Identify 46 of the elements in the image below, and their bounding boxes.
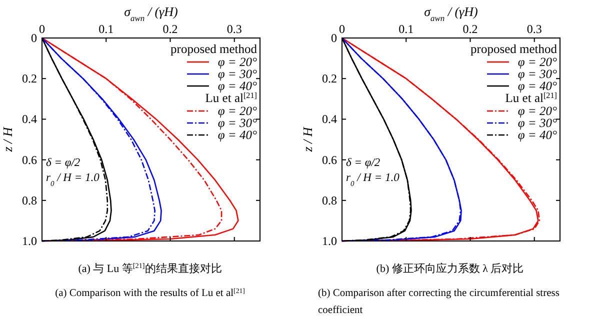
legend-label: φ = 20° xyxy=(218,104,257,118)
legend-label: φ = 40° xyxy=(518,79,557,93)
legend-title: proposed method xyxy=(170,42,258,56)
annotation: r$_{0}$ / H = 1.0 xyxy=(46,172,100,188)
legend-label: φ = 30° xyxy=(518,67,557,81)
y-tick-label: 1.0 xyxy=(322,234,337,248)
y-tick-label: 0.2 xyxy=(322,72,337,86)
annotation: r$_{0}$ / H = 1.0 xyxy=(346,172,400,188)
annotation: δ = φ/2 xyxy=(346,157,380,169)
y-tick-label: 0.4 xyxy=(22,112,37,126)
text: (a) Comparison with the results of Lu et al$^{[21]}$ xyxy=(55,288,245,299)
legend-label: φ = 30° xyxy=(518,116,557,130)
x-tick-label: 0.1 xyxy=(98,22,114,36)
legend-label: φ = 30° xyxy=(218,67,257,81)
y-tick-label: 0.2 xyxy=(22,72,37,86)
legend-label: φ = 20° xyxy=(518,104,557,118)
x-axis-title: σ$_{awn}$ / (γH) xyxy=(124,4,178,23)
x-tick-label: 0.3 xyxy=(226,22,242,36)
legend-label: φ = 40° xyxy=(218,79,257,93)
x-tick-label: 0.1 xyxy=(398,22,414,36)
text: (a) 与 Lu 等$^{[21]}$的结果直接对比 xyxy=(78,262,222,275)
y-axis-title: z / H xyxy=(0,126,15,153)
legend-label: φ = 30° xyxy=(218,116,257,130)
x-tick-label: 0.2 xyxy=(462,22,478,36)
annotation: Lu et al$^{[21]}$ xyxy=(205,90,258,105)
annotation: δ = φ/2 xyxy=(46,157,80,169)
y-tick-label: 0.4 xyxy=(322,112,337,126)
x-tick-label: 0.3 xyxy=(526,22,542,36)
y-tick-label: 0 xyxy=(331,31,337,45)
annotation: Lu et al$^{[21]}$ xyxy=(505,90,558,105)
text: (b) 修正环向应力系数 λ 后对比 xyxy=(376,262,524,275)
y-axis-title: z / H xyxy=(300,126,315,153)
y-tick-label: 0.8 xyxy=(22,193,37,208)
x-tick-label: 0.2 xyxy=(162,22,178,36)
legend-title: proposed method xyxy=(470,42,558,56)
legend-label: φ = 20° xyxy=(218,55,257,69)
y-tick-label: 0.8 xyxy=(322,193,337,208)
legend-label: φ = 40° xyxy=(518,128,557,142)
text: (b) Comparison after correcting the circumferential stress coefficient xyxy=(318,288,560,316)
y-tick-label: 1.0 xyxy=(22,234,37,248)
y-tick-label: 0.6 xyxy=(22,152,37,167)
y-tick-label: 0.6 xyxy=(322,152,337,167)
legend-label: φ = 40° xyxy=(218,128,257,142)
legend-label: φ = 20° xyxy=(518,55,557,69)
x-axis-title: σ$_{awn}$ / (γH) xyxy=(424,4,478,23)
y-tick-label: 0 xyxy=(31,31,37,45)
